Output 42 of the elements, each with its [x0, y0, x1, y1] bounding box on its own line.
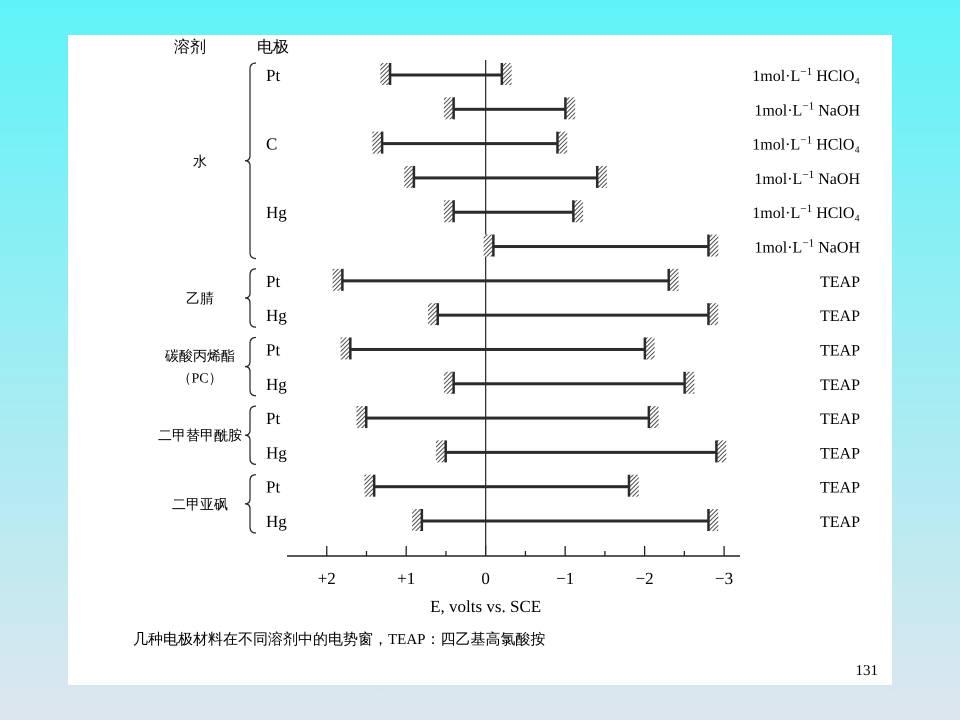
text: TEAP: [820, 308, 860, 326]
text: 1mol·L$^{−1}$ HClO₄: [752, 134, 860, 154]
text: 1mol·L$^{−1}$ NaOH: [754, 238, 860, 257]
y-tick-label: Pt: [266, 478, 280, 497]
text: 1mol·L$^{−1}$ NaOH: [754, 100, 860, 120]
text: TEAP: [820, 411, 860, 428]
text: 几种电极材料在不同溶剂中的电势窗，TEAP：四乙基高氯酸按: [133, 631, 546, 648]
x-tick-label: +1: [397, 569, 416, 588]
y-tick-label: Pt: [266, 340, 280, 360]
text: 1mol·L$^{−1}$ NaOH: [754, 168, 860, 188]
y-tick-label: Hg: [266, 443, 288, 462]
text: 乙腈: [186, 291, 214, 307]
text: TEAP: [820, 514, 860, 531]
text: TEAP: [820, 274, 860, 291]
y-tick-label: Hg: [266, 306, 288, 326]
text: TEAP: [820, 480, 860, 497]
y-tick-label: Pt: [266, 272, 280, 291]
text: TEAP: [820, 376, 860, 394]
y-tick-label: C: [266, 134, 278, 154]
x-tick-label: 0: [481, 569, 490, 588]
x-axis-title: E, volts vs. SCE: [430, 597, 542, 616]
text: 131: [856, 663, 878, 679]
text: 1mol·L$^{−1}$ HClO₄: [752, 66, 860, 85]
x-tick-label: +2: [318, 569, 336, 588]
text: 水: [193, 154, 207, 170]
text: TEAP: [820, 445, 860, 462]
text: 二甲亚砜: [172, 498, 228, 513]
x-tick-label: −1: [556, 569, 574, 588]
x-tick-label: −3: [715, 569, 734, 588]
text: 二甲替甲酰胺: [158, 428, 242, 444]
text: （PC）: [177, 372, 223, 387]
text: 1mol·L$^{−1}$ HClO₄: [752, 203, 860, 222]
x-tick-label: −2: [636, 569, 654, 588]
y-tick-label: Pt: [266, 66, 280, 85]
y-tick-label: Hg: [266, 203, 288, 222]
text: 电极: [257, 38, 289, 56]
y-tick-label: Pt: [266, 409, 280, 428]
y-tick-label: Hg: [266, 374, 288, 394]
text: TEAP: [820, 342, 860, 360]
text: 溶剂: [174, 38, 206, 56]
text: 碳酸丙烯酯: [164, 348, 235, 365]
y-tick-label: Hg: [266, 512, 288, 531]
